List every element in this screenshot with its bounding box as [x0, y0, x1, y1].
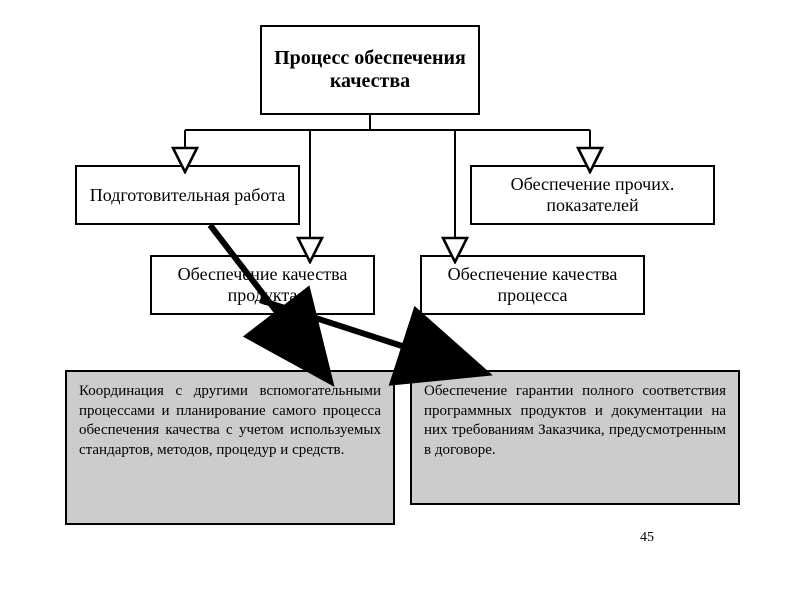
node-child1-label: Подготовительная работа — [90, 185, 286, 206]
node-child4: Обеспечение прочих. показателей — [470, 165, 715, 225]
node-child2: Обеспечение качества продукта — [150, 255, 375, 315]
node-child3-label: Обеспечение качества процесса — [430, 264, 635, 306]
node-detail2-label: Обеспечение гарантии полного соответстви… — [424, 382, 726, 460]
page-number: 45 — [640, 530, 654, 546]
node-child2-label: Обеспечение качества продукта — [160, 264, 365, 306]
node-detail1-label: Координация с другими вспомогательными п… — [79, 382, 381, 460]
node-root-label: Процесс обеспечения качества — [270, 47, 470, 93]
node-child3: Обеспечение качества процесса — [420, 255, 645, 315]
node-root: Процесс обеспечения качества — [260, 25, 480, 115]
node-detail2: Обеспечение гарантии полного соответстви… — [410, 370, 740, 505]
node-detail1: Координация с другими вспомогательными п… — [65, 370, 395, 525]
node-child1: Подготовительная работа — [75, 165, 300, 225]
node-child4-label: Обеспечение прочих. показателей — [480, 174, 705, 216]
